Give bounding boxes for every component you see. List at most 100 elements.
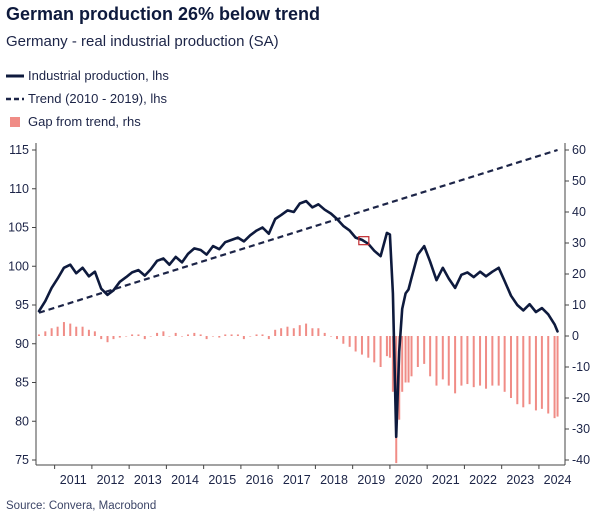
- y-left-tick-label: 85: [15, 376, 29, 390]
- gap-bar: [540, 336, 543, 409]
- gap-bar: [112, 336, 115, 340]
- legend-label-industrial: Industrial production, lhs: [28, 68, 169, 83]
- x-tick-label: 2011: [60, 473, 87, 487]
- legend-label-gap: Gap from trend, rhs: [28, 114, 141, 129]
- gap-bar: [479, 336, 482, 386]
- gap-bar: [388, 336, 391, 358]
- y-left-tick-label: 75: [15, 453, 29, 467]
- gap-bar: [149, 336, 152, 337]
- gap-bar: [556, 336, 559, 417]
- gap-bar: [305, 323, 308, 336]
- y-right-tick-label: -30: [572, 422, 590, 436]
- y-right-tick-label: 10: [572, 298, 586, 312]
- gap-bar: [497, 336, 500, 386]
- gap-bar: [429, 336, 432, 377]
- gap-bar: [37, 334, 40, 336]
- x-tick-label: 2013: [134, 473, 162, 487]
- gap-bar: [379, 336, 382, 367]
- x-tick-label: 2012: [97, 473, 125, 487]
- gap-bar: [509, 336, 512, 398]
- gap-bar: [261, 334, 264, 336]
- trend-line: [38, 148, 558, 314]
- gap-bar: [50, 328, 53, 336]
- gap-bar: [69, 323, 72, 336]
- gap-bar: [255, 334, 258, 336]
- gap-bar: [547, 336, 550, 414]
- gap-bar: [454, 336, 457, 394]
- gap-bar: [193, 332, 196, 336]
- gap-bar: [407, 336, 410, 383]
- gap-bar: [186, 334, 189, 336]
- gap-bar: [168, 336, 171, 337]
- gap-bar: [401, 336, 404, 392]
- y-left-tick-label: 115: [9, 143, 29, 157]
- y-left-tick-label: 95: [15, 298, 29, 312]
- gap-bar: [242, 336, 245, 340]
- gap-bar: [249, 336, 252, 337]
- gap-bar: [211, 336, 214, 337]
- gap-bar: [292, 328, 295, 336]
- gap-bar: [441, 336, 444, 380]
- gap-bar: [44, 331, 47, 336]
- gap-bar: [75, 326, 78, 336]
- gap-bar: [466, 336, 469, 385]
- x-tick-label: 2019: [357, 473, 385, 487]
- gap-bar: [62, 322, 65, 336]
- gap-bar: [534, 336, 537, 411]
- gap-bar: [522, 336, 525, 408]
- gap-bar: [360, 336, 363, 355]
- x-tick-label: 2015: [208, 473, 236, 487]
- y-right-tick-label: 30: [572, 236, 586, 250]
- chart-subtitle: Germany - real industrial production (SA…: [6, 33, 279, 50]
- gap-bar: [205, 336, 208, 340]
- x-tick-label: 2023: [506, 473, 534, 487]
- gap-bar: [236, 334, 239, 336]
- y-left-tick-label: 90: [15, 337, 29, 351]
- y-right-tick-label: -20: [572, 391, 590, 405]
- gap-bar: [311, 328, 314, 336]
- gap-bar: [447, 336, 450, 386]
- y-left-tick-label: 100: [8, 259, 29, 273]
- gap-bar: [410, 336, 413, 377]
- gap-bar: [460, 336, 463, 386]
- gap-bar: [280, 328, 283, 336]
- legend-item-industrial: Industrial production, lhs: [6, 64, 169, 87]
- x-tick-label: 2024: [544, 473, 572, 487]
- gap-bar: [93, 331, 96, 336]
- gap-bar: [156, 332, 159, 336]
- gap-bar: [503, 336, 506, 392]
- gap-bar: [354, 336, 357, 352]
- gap-bar: [404, 336, 407, 383]
- y-left-tick-label: 80: [15, 414, 29, 428]
- gap-bar: [553, 336, 556, 419]
- gap-bar: [274, 329, 277, 336]
- y-right-tick-label: 0: [572, 329, 579, 343]
- gap-bar: [143, 336, 146, 340]
- x-tick-label: 2022: [469, 473, 497, 487]
- gap-bar: [491, 336, 494, 386]
- legend: Industrial production, lhs Trend (2010 -…: [6, 64, 169, 133]
- gap-bar: [87, 329, 90, 336]
- legend-label-trend: Trend (2010 - 2019), lhs: [28, 91, 167, 106]
- gap-bar: [118, 336, 121, 338]
- gap-bar: [373, 336, 376, 363]
- gap-bar: [286, 326, 289, 336]
- gap-bar: [485, 336, 488, 389]
- y-right-tick-label: 60: [572, 143, 586, 157]
- gap-bar: [528, 336, 531, 405]
- gap-bar: [516, 336, 519, 405]
- gap-bar: [181, 336, 184, 337]
- gap-bar: [81, 326, 84, 336]
- source-note: Source: Convera, Macrobond: [6, 500, 157, 512]
- gap-bar: [199, 334, 202, 336]
- y-left-tick-label: 110: [9, 182, 29, 196]
- x-tick-label: 2021: [432, 473, 460, 487]
- gap-bar: [336, 336, 339, 340]
- gap-bar: [423, 336, 426, 364]
- y-right-tick-label: 40: [572, 205, 586, 219]
- gap-bar: [342, 336, 345, 344]
- gap-bar: [267, 336, 270, 340]
- gap-bar: [416, 336, 419, 367]
- gap-bar: [323, 332, 326, 336]
